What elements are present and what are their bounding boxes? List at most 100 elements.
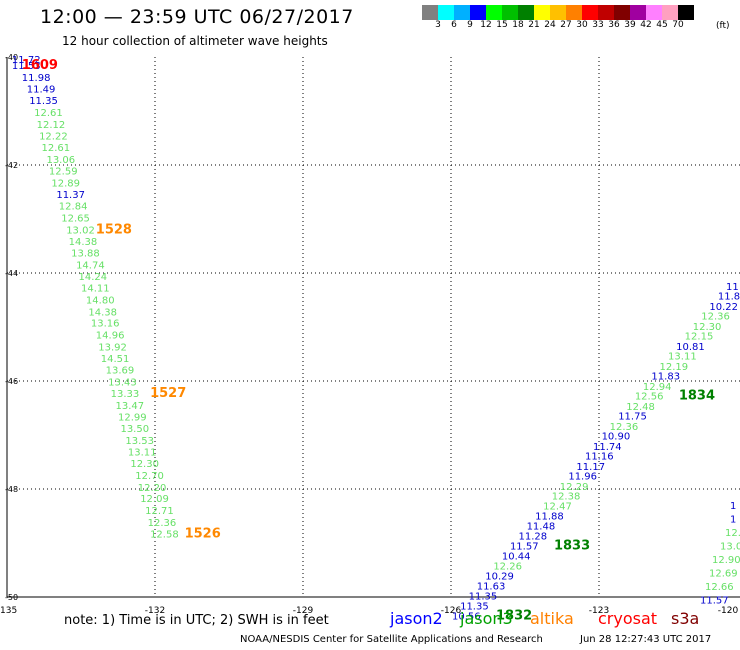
track-time-label: 1834: [679, 389, 715, 404]
wave-height-label: 13.43: [108, 378, 137, 389]
footer-timestamp: Jun 28 12:27:43 UTC 2017: [580, 634, 712, 645]
wave-height-label: 11: [726, 282, 739, 293]
wave-height-label: 13.53: [125, 436, 154, 447]
wave-height-label: 11.49: [27, 84, 56, 95]
footer-note: note: 1) Time is in UTC; 2) SWH is in fe…: [64, 613, 329, 628]
wave-height-label: 10.90: [602, 432, 631, 443]
footer-credit: NOAA/NESDIS Center for Satellite Applica…: [240, 634, 543, 645]
wave-height-label: 12.59: [49, 166, 78, 177]
y-tick-label: -40: [5, 53, 18, 62]
track-time-label: 1528: [96, 222, 132, 237]
wave-height-label: 12.61: [34, 108, 63, 119]
wave-height-label: 12.20: [138, 483, 167, 494]
satellite-jason3: jason3: [460, 609, 513, 628]
wave-height-label: 12.26: [493, 562, 522, 573]
wave-height-label: 11.88: [535, 511, 564, 522]
legend-label: 15: [496, 20, 508, 30]
wave-height-label: 12.66: [705, 582, 734, 593]
chart-title: 12:00 — 23:59 UTC 06/27/2017: [40, 6, 354, 28]
legend-label: 18: [512, 20, 524, 30]
track-time-label: 1832: [496, 608, 532, 623]
wave-height-label: 11.83: [651, 372, 680, 383]
legend-label: 39: [624, 20, 636, 30]
legend-swatches: [422, 5, 694, 20]
wave-height-label: 12.70: [135, 471, 164, 482]
wave-height-label: 12.71: [145, 506, 174, 517]
wave-height-label: 10.81: [676, 342, 705, 353]
legend-label: 30: [576, 20, 588, 30]
legend-swatch: [566, 5, 582, 20]
legend-swatch: [614, 5, 630, 20]
wave-height-label: 13.50: [120, 424, 149, 435]
x-tick-label: -126: [441, 606, 462, 616]
wave-height-label: 14.11: [81, 284, 110, 295]
wave-height-label: 10.56: [452, 611, 481, 622]
x-tick-label: -120: [718, 606, 739, 616]
wave-height-label: 12.65: [61, 213, 90, 224]
legend-label: 3: [435, 20, 441, 30]
legend-label: 21: [528, 20, 540, 30]
legend-swatch: [582, 5, 598, 20]
wave-height-label: 13.47: [116, 401, 145, 412]
wave-height-label: 14.38: [88, 307, 117, 318]
y-tick-label: -50: [5, 593, 18, 602]
wave-height-label: 12.99: [118, 413, 147, 424]
wave-height-label: 13.16: [91, 319, 120, 330]
wave-height-label: 12.15: [685, 332, 714, 343]
wave-height-label: 11.75: [618, 412, 647, 423]
legend-swatch: [438, 5, 454, 20]
legend-swatch: [470, 5, 486, 20]
legend-swatch: [486, 5, 502, 20]
legend-swatch: [662, 5, 678, 20]
wave-height-label: 11.53: [12, 61, 41, 72]
wave-height-label: 13.06: [46, 155, 75, 166]
wave-height-label: 12.84: [59, 202, 88, 213]
track-time-label: 1609: [22, 58, 58, 73]
wave-height-label: 12.56: [635, 392, 664, 403]
legend-swatch: [518, 5, 534, 20]
wave-height-label: 13.02: [66, 225, 95, 236]
wave-height-label: 11.35: [460, 602, 489, 613]
wave-height-label: 14.51: [101, 354, 130, 365]
legend-label: 6: [451, 20, 457, 30]
y-tick-label: -46: [5, 377, 18, 386]
wave-height-label: 13.69: [106, 366, 135, 377]
legend-label: 24: [544, 20, 556, 30]
x-tick-label: -135: [0, 606, 17, 616]
wave-height-label: 13.0: [720, 542, 740, 553]
legend-label: 12: [480, 20, 492, 30]
legend-unit: (ft): [716, 21, 730, 31]
x-tick-label: -123: [589, 606, 609, 616]
legend-swatch: [534, 5, 550, 20]
legend-swatch: [422, 5, 438, 20]
wave-height-label: 12.09: [140, 494, 169, 505]
legend-swatch: [678, 5, 694, 20]
legend-swatch: [646, 5, 662, 20]
legend-label: 9: [467, 20, 473, 30]
track-time-label: 1526: [185, 526, 221, 541]
wave-height-label: 14.24: [79, 272, 108, 283]
wave-height-label: 11.57: [700, 596, 729, 607]
wave-height-label: 12.36: [610, 422, 639, 433]
wave-height-label: 12.69: [709, 569, 738, 580]
wave-height-label: 14.38: [69, 237, 98, 248]
wave-height-label: 12.29: [560, 482, 589, 493]
wave-height-label: 10.44: [502, 551, 531, 562]
legend-label: 33: [592, 20, 604, 30]
wave-height-label: 11.16: [585, 452, 614, 463]
wave-height-label: 10.22: [709, 302, 738, 313]
chart-subtitle: 12 hour collection of altimeter wave hei…: [62, 34, 328, 48]
wave-height-label: 12.36: [148, 518, 177, 529]
legend-swatch: [630, 5, 646, 20]
wave-height-label: 12.61: [42, 143, 71, 154]
color-legend: 3 6 9 12 15 18 21 24 27 30 33 36 39 42 45 70: [422, 5, 694, 30]
legend-swatch: [502, 5, 518, 20]
x-tick-label: -129: [293, 606, 314, 616]
satellite-altika: altika: [530, 609, 574, 628]
wave-height-label: 13.92: [98, 342, 127, 353]
wave-height-label: 13.11: [668, 352, 697, 363]
wave-height-label: 1: [730, 501, 736, 512]
wave-height-label: 10.29: [485, 571, 514, 582]
wave-height-label: 11.96: [568, 472, 597, 483]
